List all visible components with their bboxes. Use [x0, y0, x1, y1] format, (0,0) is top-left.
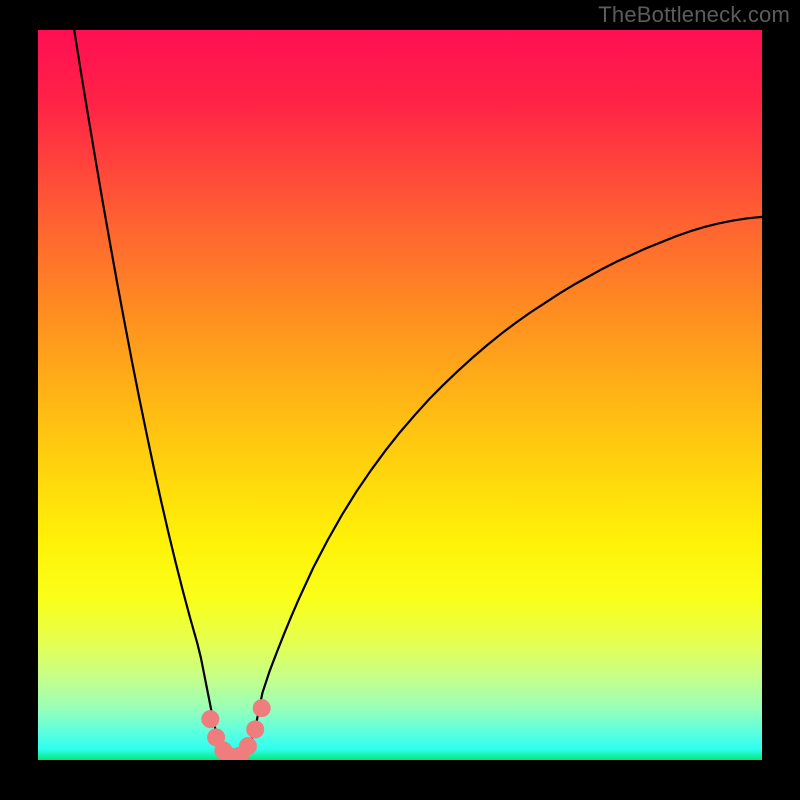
- plot-background-gradient: [38, 30, 762, 760]
- data-point-marker: [202, 711, 219, 728]
- data-point-marker: [239, 738, 256, 755]
- data-point-marker: [253, 700, 270, 717]
- bottleneck-curve-chart: [0, 0, 800, 800]
- data-point-marker: [247, 721, 264, 738]
- chart-container: TheBottleneck.com: [0, 0, 800, 800]
